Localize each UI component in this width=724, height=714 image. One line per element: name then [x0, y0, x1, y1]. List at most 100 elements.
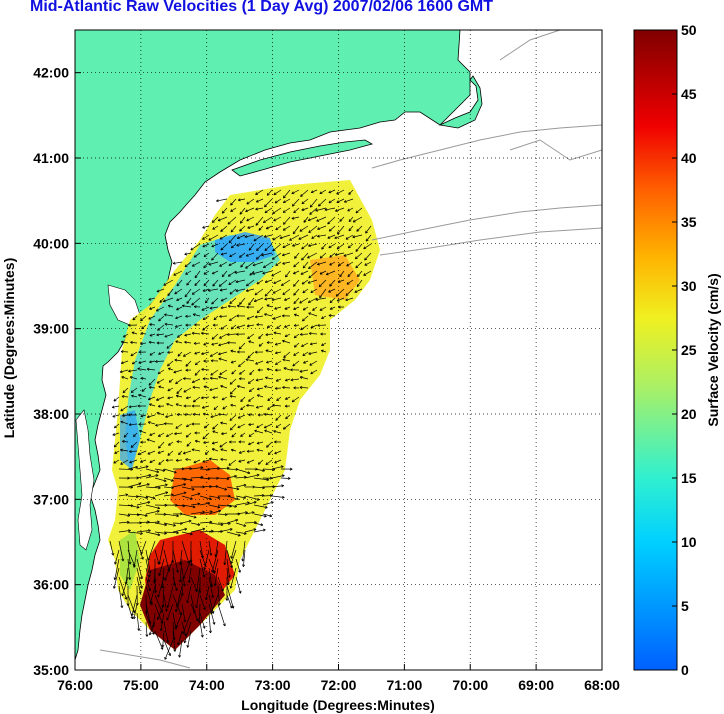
- velocity-arrow: [128, 323, 138, 327]
- velocity-arrow: [283, 198, 291, 204]
- velocity-arrow: [221, 432, 228, 436]
- x-tick-label: 75:00: [123, 677, 159, 693]
- velocity-arrow: [289, 234, 300, 241]
- velocity-arrow: [220, 324, 228, 330]
- velocity-arrow: [285, 396, 291, 400]
- velocity-arrow: [327, 234, 336, 239]
- velocity-arrow: [272, 207, 282, 215]
- velocity-arrow: [271, 297, 282, 302]
- velocity-arrow: [193, 305, 201, 309]
- velocity-arrow: [186, 423, 192, 428]
- velocity-arrow: [176, 387, 183, 395]
- velocity-arrow: [128, 405, 138, 409]
- long-island: [231, 139, 374, 177]
- velocity-arrow: [154, 549, 160, 565]
- velocity-arrow: [254, 350, 264, 354]
- velocity-arrow: [177, 630, 183, 646]
- velocity-arrow: [217, 576, 224, 592]
- velocity-arrow: [172, 576, 178, 592]
- velocity-arrow: [336, 198, 345, 204]
- velocity-arrow: [140, 376, 147, 380]
- velocity-arrow: [167, 450, 174, 456]
- velocity-arrow: [211, 243, 219, 248]
- velocity-arrow: [230, 207, 237, 212]
- velocity-arrow: [119, 369, 129, 374]
- velocity-arrow: [199, 501, 211, 506]
- velocity-arrow: [320, 332, 327, 336]
- velocity-arrow: [337, 225, 345, 235]
- velocity-arrow: [365, 225, 372, 234]
- velocity-arrow: [275, 378, 282, 382]
- velocity-arrow: [194, 431, 201, 435]
- velocity-arrow: [235, 576, 242, 594]
- velocity-arrow: [262, 270, 273, 275]
- velocity-arrow: [192, 385, 201, 389]
- velocity-arrow: [246, 404, 255, 408]
- velocity-arrow: [212, 279, 219, 287]
- velocity-arrow: [266, 324, 273, 328]
- velocity-arrow: [175, 458, 183, 462]
- velocity-arrow: [131, 394, 138, 398]
- velocity-arrow: [310, 288, 318, 293]
- velocity-arrow: [221, 207, 228, 214]
- velocity-arrow: [185, 368, 192, 372]
- velocity-arrow: [149, 351, 156, 356]
- velocity-arrow: [363, 243, 372, 250]
- y-tick-label: 35:00: [33, 662, 69, 678]
- velocity-arrow: [256, 441, 264, 445]
- velocity-arrow: [321, 342, 327, 346]
- velocity-arrow: [292, 225, 300, 235]
- velocity-arrow: [155, 306, 165, 312]
- velocity-arrow: [240, 216, 246, 224]
- velocity-arrow: [293, 261, 300, 268]
- velocity-arrow: [283, 367, 291, 371]
- velocity-arrow: [148, 396, 156, 401]
- velocity-arrow: [329, 279, 336, 287]
- velocity-arrow: [121, 395, 129, 399]
- velocity-arrow: [201, 368, 210, 372]
- x-tick-label: 69:00: [518, 677, 554, 693]
- velocity-arrow: [159, 612, 165, 631]
- velocity-arrow: [291, 189, 300, 195]
- velocity-arrow: [123, 432, 129, 438]
- velocity-arrow: [121, 576, 129, 597]
- velocity-arrow: [118, 540, 125, 562]
- velocity-arrow: [328, 243, 336, 249]
- velocity-arrow: [284, 324, 291, 328]
- velocity-arrow: [334, 252, 345, 256]
- velocity-arrow: [210, 594, 219, 615]
- velocity-arrow: [226, 486, 240, 491]
- velocity-arrow: [284, 297, 291, 301]
- velocity-arrow: [175, 315, 183, 320]
- velocity-arrow: [194, 351, 201, 355]
- velocity-arrow: [284, 404, 291, 408]
- velocity-arrow: [317, 225, 327, 230]
- velocity-arrow: [157, 369, 165, 375]
- velocity-arrow: [194, 279, 201, 286]
- velocity-arrow: [225, 576, 229, 601]
- velocity-arrow: [146, 367, 156, 371]
- velocity-arrow: [226, 495, 239, 501]
- velocity-arrow: [253, 513, 267, 518]
- velocity-arrow: [245, 358, 255, 362]
- velocity-arrow: [145, 531, 161, 537]
- velocity-arrow: [203, 385, 210, 389]
- velocity-arrow: [118, 585, 124, 609]
- velocity-arrow: [191, 404, 201, 408]
- velocity-arrow: [157, 324, 165, 331]
- velocity-arrow: [129, 375, 138, 380]
- velocity-arrow: [137, 367, 147, 371]
- velocity-arrow: [248, 441, 255, 446]
- velocity-arrow: [235, 288, 246, 293]
- velocity-arrow: [132, 603, 138, 620]
- velocity-arrow: [146, 438, 156, 443]
- velocity-arrow: [217, 512, 228, 516]
- velocity-arrow: [293, 288, 300, 296]
- velocity-arrow: [158, 351, 165, 355]
- velocity-arrow: [239, 369, 246, 375]
- velocity-arrow: [208, 576, 215, 598]
- velocity-arrow: [329, 306, 336, 310]
- y-tick-label: 36:00: [33, 577, 69, 593]
- velocity-arrow: [320, 349, 327, 353]
- velocity-arrow: [266, 360, 273, 364]
